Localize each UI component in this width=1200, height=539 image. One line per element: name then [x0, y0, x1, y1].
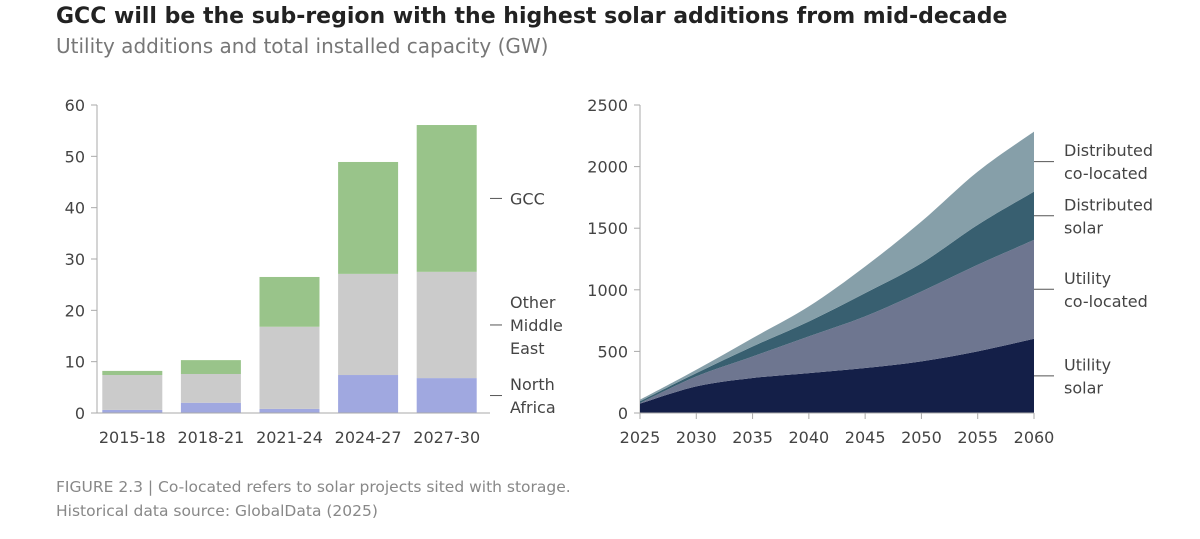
series-label: Utility: [1064, 355, 1111, 374]
area-utility-solar: [640, 338, 1034, 413]
x-tick-label: 2021-24: [256, 428, 323, 447]
bar-other-middle-east: [259, 326, 320, 409]
series-label: North: [510, 375, 555, 394]
series-label: Distributed: [1064, 141, 1153, 160]
bar-other-middle-east: [416, 271, 477, 379]
y-tick-label: 1000: [587, 281, 628, 300]
series-label: co-located: [1064, 292, 1148, 311]
bar-other-middle-east: [338, 273, 399, 376]
series-label: GCC: [510, 189, 545, 208]
bar-other-middle-east: [102, 375, 163, 410]
series-label: Other: [510, 293, 556, 312]
bar-gcc: [259, 276, 320, 327]
chart-subtitle: Utility additions and total installed ca…: [56, 34, 549, 58]
y-tick-label: 0: [618, 404, 628, 423]
x-tick-label: 2035: [732, 428, 773, 447]
y-tick-label: 1500: [587, 219, 628, 238]
data-source: Historical data source: GlobalData (2025…: [56, 502, 378, 520]
y-tick-label: 10: [65, 353, 85, 372]
bar-north-africa: [338, 375, 399, 413]
series-label: solar: [1064, 378, 1103, 397]
x-tick-label: 2040: [788, 428, 829, 447]
y-tick-label: 60: [65, 96, 85, 115]
bar-north-africa: [180, 402, 241, 413]
y-tick-label: 50: [65, 147, 85, 166]
area-utility-co-located: [640, 239, 1034, 404]
series-label: Africa: [510, 398, 556, 417]
x-tick-label: 2060: [1014, 428, 1055, 447]
bar-gcc: [338, 161, 399, 274]
x-tick-label: 2030: [676, 428, 717, 447]
bar-north-africa: [416, 378, 477, 413]
x-tick-label: 2055: [957, 428, 998, 447]
chart-title: GCC will be the sub-region with the high…: [56, 4, 1008, 29]
area-distributed-solar: [640, 191, 1034, 404]
x-tick-label: 2027-30: [413, 428, 480, 447]
x-tick-label: 2024-27: [335, 428, 402, 447]
y-tick-label: 40: [65, 199, 85, 218]
y-tick-label: 500: [597, 342, 628, 361]
series-label: co-located: [1064, 164, 1148, 183]
x-tick-label: 2015-18: [99, 428, 166, 447]
x-tick-label: 2045: [845, 428, 886, 447]
x-tick-label: 2025: [620, 428, 661, 447]
series-label: Middle: [510, 316, 563, 335]
series-label: solar: [1064, 218, 1103, 237]
x-tick-label: 2018-21: [177, 428, 244, 447]
bar-gcc: [102, 370, 163, 376]
figure-caption: FIGURE 2.3 | Co-located refers to solar …: [56, 478, 571, 496]
y-tick-label: 30: [65, 250, 85, 269]
y-tick-label: 0: [75, 404, 85, 423]
series-label: Distributed: [1064, 195, 1153, 214]
series-label: East: [510, 339, 545, 358]
y-tick-label: 20: [65, 301, 85, 320]
y-tick-label: 2000: [587, 158, 628, 177]
bar-gcc: [416, 125, 477, 272]
x-tick-label: 2050: [901, 428, 942, 447]
y-tick-label: 2500: [587, 96, 628, 115]
bar-north-africa: [259, 408, 320, 413]
bar-other-middle-east: [180, 373, 241, 403]
series-label: Utility: [1064, 269, 1111, 288]
bar-gcc: [180, 360, 241, 374]
bar-north-africa: [102, 409, 163, 413]
